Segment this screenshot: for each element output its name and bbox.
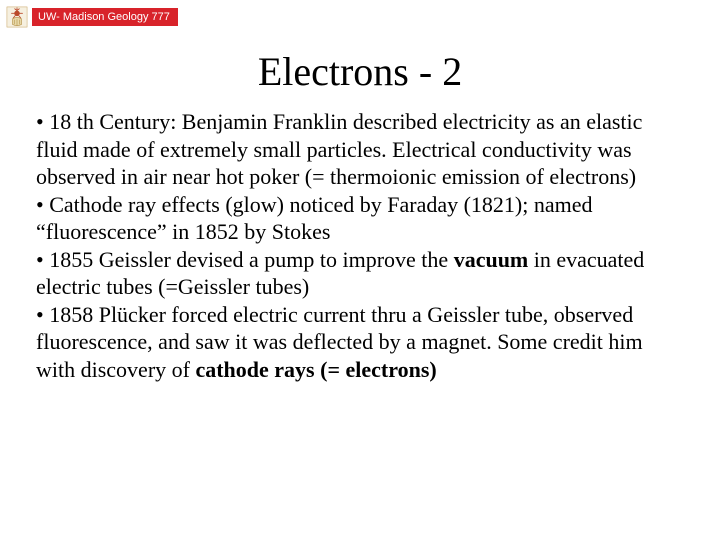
uw-crest-icon <box>6 6 28 28</box>
course-badge: UW- Madison Geology 777 <box>32 8 178 26</box>
bullet-item: • 1858 Plücker forced electric current t… <box>36 301 686 384</box>
bullet-item: • Cathode ray effects (glow) noticed by … <box>36 191 686 246</box>
header-badge-group: UW- Madison Geology 777 <box>6 6 178 28</box>
bullet-text: 1855 Geissler devised a pump to improve … <box>49 247 453 272</box>
bullet-marker: • <box>36 302 49 327</box>
bullet-text-bold: cathode rays (= electrons) <box>195 357 436 382</box>
bullet-text: 18 th Century: Benjamin Franklin describ… <box>36 109 642 189</box>
bullet-marker: • <box>36 247 49 272</box>
bullet-marker: • <box>36 192 49 217</box>
bullet-item: • 18 th Century: Benjamin Franklin descr… <box>36 108 686 191</box>
bullet-text-bold: vacuum <box>454 247 529 272</box>
bullet-item: • 1855 Geissler devised a pump to improv… <box>36 246 686 301</box>
slide-title: Electrons - 2 <box>0 48 720 95</box>
slide-body: • 18 th Century: Benjamin Franklin descr… <box>36 108 686 383</box>
bullet-marker: • <box>36 109 49 134</box>
bullet-text: Cathode ray effects (glow) noticed by Fa… <box>36 192 593 245</box>
